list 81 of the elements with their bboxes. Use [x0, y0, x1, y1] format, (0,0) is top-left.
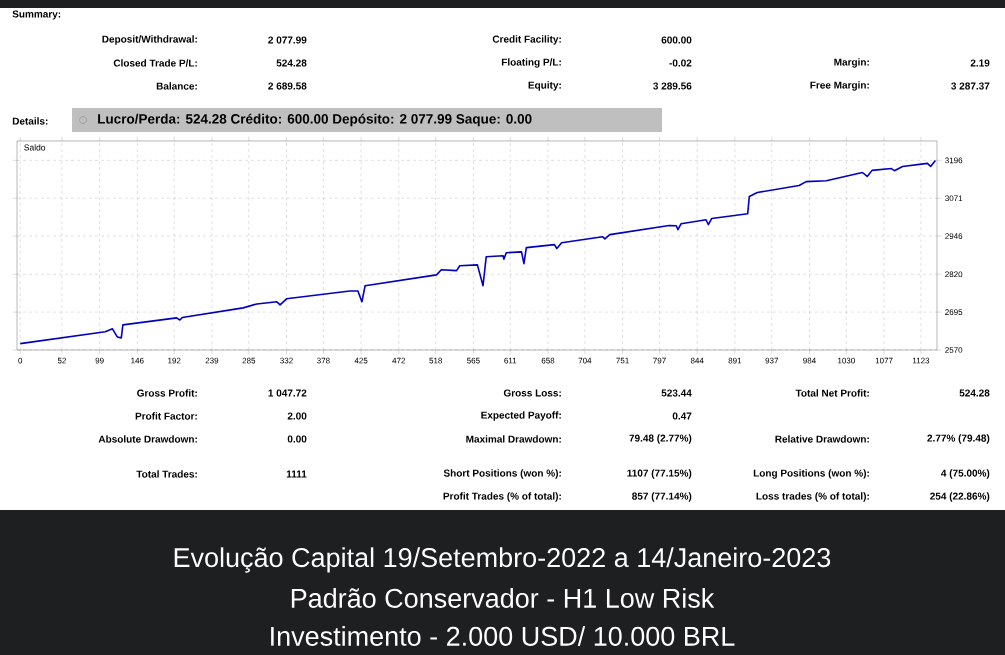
text: Gross Loss:	[503, 389, 561, 397]
text: Relative Drawdown:	[775, 435, 869, 443]
text: 2.00	[287, 412, 307, 420]
text: Total Trades:	[136, 470, 197, 478]
text: Balance:	[156, 82, 197, 90]
x-tick-label: 192	[168, 357, 181, 364]
x-tick-label: 658	[541, 357, 555, 364]
text: 2 689.58	[268, 82, 307, 90]
text: Lucro/Perda: 524.28 Crédito: 600.00 Depósito: 2 077.99 Saque: 0.00	[98, 113, 532, 127]
y-tick-label: 2695	[945, 309, 963, 315]
text: Deposit/Withdrawal:	[102, 35, 197, 45]
text: 524.28	[959, 389, 990, 397]
text: 79.48 (2.77%)	[629, 434, 692, 444]
text: Profit Factor:	[135, 412, 197, 420]
line-series	[19, 159, 937, 345]
text: Gross Profit:	[137, 389, 197, 397]
text: Details:	[12, 117, 48, 125]
text: 3 287.37	[951, 82, 990, 90]
x-tick-label: 844	[690, 357, 704, 364]
x-tick-label: 239	[205, 357, 219, 364]
text: 2.77% (79.48)	[927, 434, 990, 444]
text: Total Net Profit:	[795, 389, 869, 397]
text: 4 (75.00%)	[941, 469, 990, 479]
text: Short Positions (won %):	[443, 469, 561, 479]
text: 1111	[286, 470, 307, 478]
text: Credit Facility:	[492, 35, 561, 45]
text: 1 047.72	[268, 389, 307, 397]
text: 2.19	[970, 59, 990, 67]
text: Equity:	[528, 81, 561, 91]
x-tick-label: 704	[578, 357, 592, 364]
x-tick-label: 984	[803, 357, 816, 364]
y-tick-label: 2946	[945, 233, 963, 239]
x-tick-label: 0	[18, 357, 23, 364]
x-tick-label: 751	[616, 357, 629, 364]
text: 600.00	[661, 36, 692, 44]
x-tick-label: 285	[242, 357, 256, 364]
text: -0.02	[669, 59, 692, 67]
text: 3 289.56	[653, 82, 692, 90]
text: Floating P/L:	[501, 58, 561, 68]
x-tick-label: 1123	[912, 357, 930, 364]
x-tick-label: 332	[280, 357, 293, 364]
x-tick-label: 937	[765, 357, 779, 364]
text: 523.44	[661, 389, 692, 397]
text: Saldo	[24, 144, 46, 151]
text: 0.47	[672, 412, 692, 420]
text: 254 (22.86%)	[930, 492, 990, 502]
x-tick-label: 797	[653, 357, 666, 364]
x-tick-label: 99	[95, 357, 104, 364]
x-tick-label: 146	[131, 357, 144, 364]
text: Loss trades (% of total):	[756, 492, 869, 502]
y-tick-label: 3196	[945, 157, 963, 164]
text: 524.28	[276, 59, 307, 67]
x-tick-label: 891	[728, 357, 742, 364]
x-tick-label: 565	[467, 357, 480, 364]
text: Long Positions (won %):	[753, 469, 869, 479]
y-tick-label: 2820	[945, 271, 963, 278]
x-tick-label: 1030	[838, 357, 855, 364]
text: 2 077.99	[268, 36, 307, 44]
x-tick-label: 425	[354, 357, 368, 364]
text: Absolute Drawdown:	[98, 435, 197, 443]
text: Free Margin:	[810, 81, 869, 91]
text: 0.00	[287, 435, 307, 443]
text: Evolução Capital 19/Setembro-2022 a 14/Janeiro-2023	[174, 547, 831, 573]
x-tick-label: 378	[317, 357, 330, 364]
x-tick-label: 1077	[875, 357, 893, 364]
text: Closed Trade P/L:	[113, 59, 197, 67]
text: Padrão Conservador - H1 Low Risk	[291, 588, 715, 608]
text: Summary:	[12, 10, 61, 20]
y-tick-label: 2570	[945, 347, 963, 353]
text: 857 (77.14%)	[632, 492, 692, 502]
text: Margin:	[834, 58, 869, 68]
text: 1107 (77.15%)	[627, 469, 692, 479]
x-tick-label: 611	[504, 357, 517, 364]
text: Profit Trades (% of total):	[443, 492, 561, 502]
x-tick-label: 52	[57, 357, 66, 364]
text: Investimento - 2.000 USD/ 10.000 BRL	[271, 626, 735, 646]
x-tick-label: 518	[429, 357, 443, 364]
y-tick-label: 3071	[945, 195, 963, 202]
text: Expected Payoff:	[481, 411, 561, 421]
text: Maximal Drawdown:	[466, 435, 561, 443]
x-tick-label: 472	[392, 357, 406, 364]
